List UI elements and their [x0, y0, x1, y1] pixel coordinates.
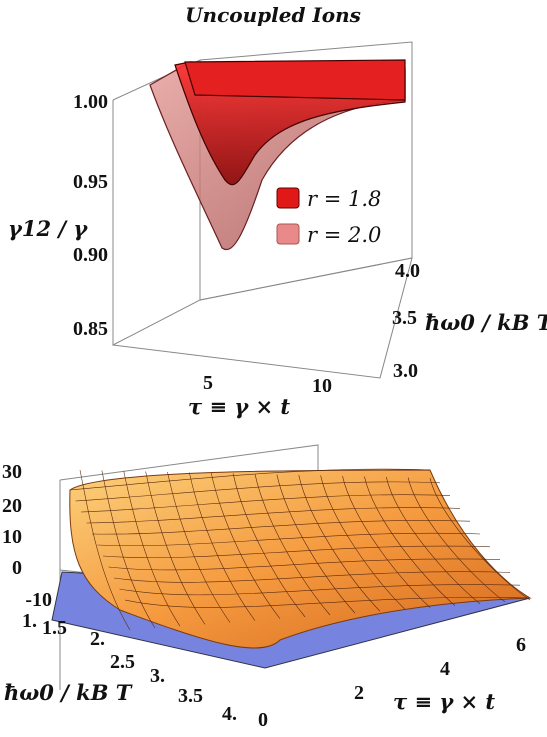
mesh-line-tau [119, 584, 521, 596]
bottom-y-ticks: 1. 1.5 2. 2.5 3. 3.5 4. [22, 610, 237, 725]
mesh-line-tau [91, 520, 471, 535]
top-y-label: ħω0 / kB T [425, 310, 547, 335]
mesh-line-omega [385, 476, 481, 604]
bot-zt-4: 0 [12, 557, 22, 579]
mesh-line-omega [342, 475, 431, 608]
top-z-label: γ12 / γ [8, 216, 88, 241]
mesh-line-omega [407, 477, 506, 603]
mesh-line-omega [254, 473, 331, 616]
top-zt-2: 0.95 [73, 171, 108, 193]
mesh-line-tau [86, 507, 461, 524]
top-xt-2: 10 [312, 375, 332, 397]
top-xt-1: 5 [203, 372, 213, 394]
top-zt-4: 0.85 [73, 318, 108, 340]
bot-yt-2: 1.5 [42, 617, 67, 639]
bottom-chart: 30 20 10 0 -10 1. 1.5 2. 2.5 3. 3.5 4. ħ… [2, 444, 532, 731]
surface-mesh [69, 468, 531, 631]
top-zt-3: 0.90 [73, 244, 108, 266]
mesh-line-omega [320, 475, 406, 610]
mesh-line-tau [75, 481, 441, 502]
mesh-line-tau [113, 571, 511, 583]
legend-swatch-r1-8 [276, 187, 300, 209]
bot-yt-1: 1. [22, 610, 37, 632]
mesh-line-omega [210, 472, 281, 619]
top-yt-1: 4.0 [395, 260, 420, 282]
bot-yt-3: 2. [90, 628, 105, 650]
legend-label-r1-8: r = 1.8 [307, 187, 381, 211]
surface-top-slab [184, 59, 406, 101]
bot-zt-3: 10 [2, 526, 22, 548]
bot-yt-7: 4. [222, 703, 237, 725]
bottom-x-label: τ ≡ γ × t [393, 689, 495, 714]
mesh-line-tau [108, 558, 501, 571]
mesh-line-tau [97, 532, 481, 547]
bot-yt-6: 3.5 [178, 685, 203, 707]
top-z-ticks: 1.00 0.95 0.90 0.85 [73, 91, 108, 340]
mesh-line-omega [189, 472, 256, 621]
bot-xt-3: 4 [440, 658, 450, 680]
mesh-line-tau [69, 468, 431, 491]
mesh-line-omega [79, 469, 131, 631]
mesh-line-omega [232, 473, 306, 618]
top-legend: r = 1.8 r = 2.0 [276, 187, 381, 247]
bottom-z-ticks: 30 20 10 0 -10 [2, 461, 52, 611]
bot-yt-5: 3. [150, 665, 165, 687]
top-x-label: τ ≡ γ × t [188, 394, 290, 419]
bot-zt-5: -10 [25, 589, 52, 611]
mesh-line-omega [167, 471, 231, 623]
mesh-line-omega [364, 476, 456, 606]
mesh-line-omega [429, 477, 531, 601]
bot-zt-2: 20 [2, 495, 22, 517]
legend-label-r2-0: r = 2.0 [307, 223, 381, 247]
orange-surface [69, 469, 532, 649]
legend-swatch-r2-0 [276, 223, 300, 245]
bot-xt-4: 6 [516, 634, 526, 656]
top-yt-3: 3.0 [393, 360, 418, 382]
mesh-line-tau [124, 597, 531, 608]
mesh-line-omega [298, 474, 381, 612]
mesh-line-omega [123, 470, 181, 627]
bot-yt-4: 2.5 [110, 651, 135, 673]
top-yt-2: 3.5 [392, 307, 417, 329]
mesh-line-omega [101, 470, 156, 629]
bot-zt-1: 30 [2, 461, 22, 483]
bottom-y-label: ħω0 / kB T [4, 680, 133, 705]
mesh-line-tau [80, 494, 451, 513]
top-chart: Uncoupled Ions 1.00 0.95 0.90 0.85 γ12 /… [8, 3, 547, 419]
top-zt-1: 1.00 [73, 91, 108, 113]
bottom-x-ticks: 0 2 4 6 [258, 634, 526, 731]
mesh-line-omega [145, 471, 206, 625]
top-chart-title: Uncoupled Ions [185, 3, 361, 27]
mesh-line-omega [276, 474, 356, 614]
bot-xt-2: 2 [354, 682, 364, 704]
mesh-line-tau [102, 545, 491, 559]
bot-xt-1: 0 [258, 709, 268, 731]
